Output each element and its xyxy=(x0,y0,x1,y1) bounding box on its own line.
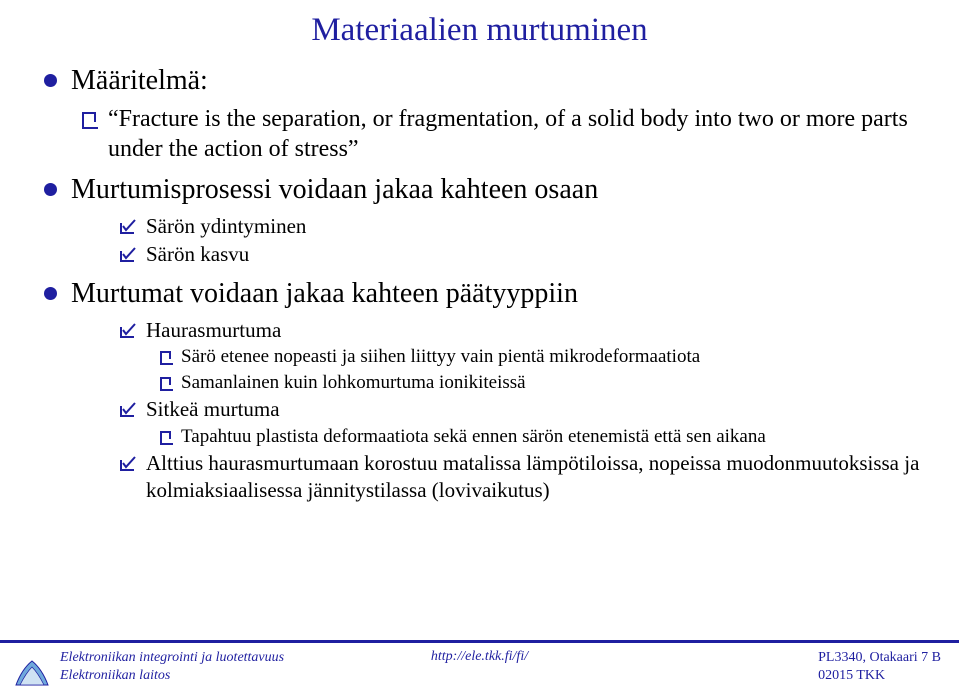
bullet-3-sub-3: Alttius haurasmurtumaan korostuu matalis… xyxy=(120,450,929,503)
footer-left-line2: Elektroniikan laitos xyxy=(60,667,284,685)
bullet-2-sub-2-text: Särön kasvu xyxy=(146,241,249,267)
bullet-2-sub-1: Särön ydintyminen xyxy=(120,213,929,239)
bullet-3-sub-2-detail-1: Tapahtuu plastista deformaatiota sekä en… xyxy=(160,425,929,449)
square-marker-icon xyxy=(160,351,171,362)
bullet-3-sub-1-text: Haurasmurtuma xyxy=(146,317,281,343)
check-icon xyxy=(120,456,136,472)
bullet-3-sub-1-detail-1: Särö etenee nopeasti ja siihen liittyy v… xyxy=(160,345,929,369)
bullet-3-sub-1-detail-2-text: Samanlainen kuin lohkomurtuma ionikiteis… xyxy=(181,371,526,395)
bullet-dot-icon xyxy=(44,287,57,300)
bullet-2-text: Murtumisprosessi voidaan jakaa kahteen o… xyxy=(71,172,598,207)
square-marker-icon xyxy=(160,431,171,442)
bullet-1-quote-text: “Fracture is the separation, or fragment… xyxy=(108,104,929,164)
bullet-3: Murtumat voidaan jakaa kahteen päätyyppi… xyxy=(44,276,929,311)
bullet-dot-icon xyxy=(44,74,57,87)
slide-footer: Elektroniikan integrointi ja luotettavuu… xyxy=(0,640,959,696)
bullet-2: Murtumisprosessi voidaan jakaa kahteen o… xyxy=(44,172,929,207)
bullet-3-sub-2: Sitkeä murtuma xyxy=(120,396,929,422)
footer-left-line1: Elektroniikan integrointi ja luotettavuu… xyxy=(60,649,284,667)
bullet-3-sub-3-text: Alttius haurasmurtumaan korostuu matalis… xyxy=(146,450,929,503)
check-icon xyxy=(120,402,136,418)
slide-content: Määritelmä: “Fracture is the separation,… xyxy=(0,57,959,503)
check-icon xyxy=(120,219,136,235)
bullet-3-sub-2-text: Sitkeä murtuma xyxy=(146,396,280,422)
check-icon xyxy=(120,247,136,263)
institution-logo-icon xyxy=(12,649,52,689)
footer-right: PL3340, Otakaari 7 B 02015 TKK xyxy=(818,649,941,685)
footer-right-line1: PL3340, Otakaari 7 B xyxy=(818,649,941,667)
footer-right-line2: 02015 TKK xyxy=(818,667,941,685)
bullet-3-text: Murtumat voidaan jakaa kahteen päätyyppi… xyxy=(71,276,578,311)
bullet-3-sub-2-detail-1-text: Tapahtuu plastista deformaatiota sekä en… xyxy=(181,425,766,449)
bullet-3-sub-1: Haurasmurtuma xyxy=(120,317,929,343)
square-marker-icon xyxy=(82,112,96,126)
footer-left: Elektroniikan integrointi ja luotettavuu… xyxy=(60,649,284,685)
bullet-dot-icon xyxy=(44,183,57,196)
bullet-2-sub-1-text: Särön ydintyminen xyxy=(146,213,306,239)
slide-title-container: Materiaalien murtuminen xyxy=(0,0,959,57)
check-icon xyxy=(120,323,136,339)
footer-center-url: http://ele.tkk.fi/fi/ xyxy=(431,649,528,665)
bullet-1: Määritelmä: xyxy=(44,63,929,98)
bullet-3-sub-1-detail-2: Samanlainen kuin lohkomurtuma ionikiteis… xyxy=(160,371,929,395)
bullet-2-sub-2: Särön kasvu xyxy=(120,241,929,267)
bullet-1-text: Määritelmä: xyxy=(71,63,208,98)
square-marker-icon xyxy=(160,377,171,388)
bullet-1-quote: “Fracture is the separation, or fragment… xyxy=(82,104,929,164)
slide-title: Materiaalien murtuminen xyxy=(311,12,647,48)
bullet-3-sub-1-detail-1-text: Särö etenee nopeasti ja siihen liittyy v… xyxy=(181,345,700,369)
